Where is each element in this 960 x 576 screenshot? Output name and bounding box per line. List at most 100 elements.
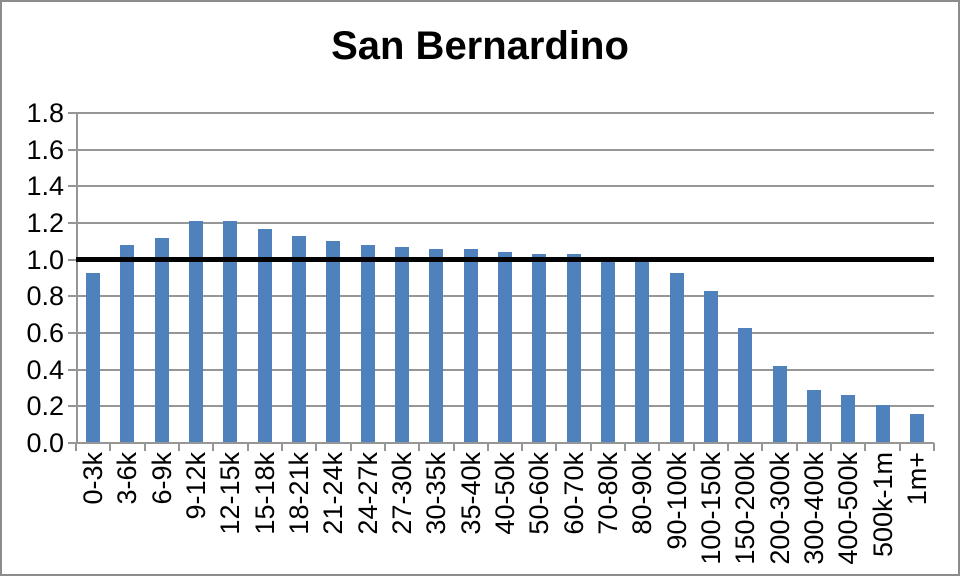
- bar-90-100k: [669, 272, 684, 443]
- x-axis-tick-label: 21-24k: [318, 452, 349, 535]
- gridline: [76, 185, 934, 188]
- bar-40-50k: [498, 252, 512, 443]
- x-axis-tick-label: 90-100k: [661, 452, 692, 550]
- bar-500k-1m: [875, 404, 890, 443]
- reference-line: [76, 257, 934, 263]
- x-axis-tick: [212, 443, 215, 451]
- x-axis-tick-label: 1m+: [901, 452, 932, 506]
- y-axis-tick: [68, 112, 76, 114]
- x-axis-tick-label: 6-9k: [146, 452, 177, 505]
- x-axis-tick-label: 70-80k: [592, 452, 623, 535]
- x-axis-tick: [898, 443, 901, 451]
- y-axis-tick-label: 1.2: [26, 208, 64, 238]
- y-axis-tick: [68, 442, 76, 444]
- y-axis-tick-label: 0.6: [26, 318, 64, 348]
- y-axis-tick-label: 0.8: [26, 281, 64, 312]
- x-axis-tick: [692, 443, 695, 451]
- bar-12-15k: [223, 221, 238, 443]
- y-axis-tick: [68, 332, 76, 334]
- x-axis-tick-label: 40-50k: [490, 452, 520, 535]
- x-axis-tick: [452, 443, 455, 451]
- gridline: [76, 222, 934, 224]
- bar-1m+: [909, 413, 924, 443]
- y-axis-line: [76, 113, 78, 443]
- x-axis-tick: [75, 443, 77, 451]
- y-axis-tick-label: 1.8: [26, 98, 64, 128]
- x-axis-tick: [246, 443, 249, 451]
- y-axis-tick: [68, 148, 76, 151]
- bar-6-9k: [154, 237, 169, 443]
- bar-50-60k: [532, 254, 547, 443]
- bar-24-27k: [360, 245, 375, 443]
- bar-3-6k: [120, 245, 135, 443]
- bar-400-500k: [841, 395, 856, 443]
- x-axis-tick: [864, 443, 867, 451]
- x-axis-tick: [761, 443, 764, 451]
- y-axis-tick: [68, 185, 76, 188]
- bar-35-40k: [463, 248, 478, 443]
- chart-title: San Bernardino: [331, 24, 629, 68]
- bar-9-12k: [189, 221, 204, 443]
- x-axis-tick: [486, 443, 489, 451]
- y-axis-tick-label: 1.4: [26, 171, 64, 202]
- x-axis-tick: [383, 443, 386, 451]
- bar-18-21k: [292, 235, 307, 443]
- x-axis-tick-label: 500k-1m: [867, 452, 898, 558]
- x-axis-tick: [933, 443, 935, 451]
- x-axis-tick: [727, 443, 730, 451]
- y-axis-tick-label: 0.4: [26, 354, 64, 385]
- bar-27-30k: [395, 246, 410, 443]
- y-axis-tick: [68, 405, 76, 408]
- x-axis-tick-label: 0-3k: [78, 452, 109, 505]
- bar-300-400k: [806, 389, 821, 443]
- bar-60-70k: [566, 254, 581, 443]
- y-axis-tick-label: 1.0: [26, 244, 64, 275]
- x-axis-tick: [521, 443, 524, 451]
- x-axis-tick: [830, 443, 833, 451]
- gridline: [76, 148, 934, 151]
- bar-21-24k: [326, 241, 341, 443]
- x-axis-tick-label: 60-70k: [558, 452, 589, 535]
- x-axis-tick-label: 15-18k: [249, 452, 280, 535]
- bar-100-150k: [703, 290, 718, 443]
- x-axis-tick: [795, 443, 798, 451]
- x-axis-tick-label: 27-30k: [387, 452, 418, 535]
- x-axis-tick-label: 200-300k: [764, 452, 795, 565]
- y-axis-tick: [68, 295, 76, 298]
- x-axis-tick-label: 18-21k: [284, 452, 315, 535]
- x-axis-tick-label: 12-15k: [215, 452, 246, 535]
- gridline: [76, 112, 934, 114]
- x-axis-tick: [349, 443, 352, 451]
- x-axis-tick: [658, 443, 661, 451]
- y-axis-tick: [68, 258, 76, 261]
- x-axis-tick-label: 100-150k: [695, 452, 726, 565]
- bar-200-300k: [772, 366, 787, 443]
- x-axis-tick: [624, 443, 627, 451]
- x-axis-tick: [418, 443, 421, 451]
- bar-150-200k: [738, 327, 753, 443]
- x-axis-tick-label: 3-6k: [112, 452, 143, 505]
- x-axis-tick-label: 30-35k: [421, 452, 452, 535]
- x-axis-tick: [555, 443, 558, 451]
- x-axis-tick: [589, 443, 592, 451]
- bar-15-18k: [257, 228, 272, 443]
- y-axis-tick-label: 0.2: [26, 391, 64, 422]
- bar-80-90k: [635, 259, 650, 443]
- x-axis-tick-label: 9-12k: [181, 452, 212, 520]
- x-axis-line: [76, 442, 934, 444]
- bar-70-80k: [600, 257, 615, 443]
- y-axis-tick-label: 1.6: [26, 134, 64, 165]
- bar-30-35k: [429, 248, 444, 443]
- y-axis-tick: [68, 222, 76, 224]
- bar-0-3k: [86, 272, 101, 443]
- x-axis-tick-label: 24-27k: [352, 452, 383, 535]
- x-axis-tick-label: 400-500k: [833, 452, 864, 565]
- y-axis-tick-label: 0.0: [26, 428, 64, 458]
- x-axis-tick-label: 35-40k: [455, 452, 486, 535]
- x-axis-tick: [109, 443, 112, 451]
- x-axis-tick-label: 80-90k: [627, 452, 658, 535]
- x-axis-tick-label: 50-60k: [524, 452, 555, 535]
- x-axis-tick-label: 300-400k: [798, 452, 829, 565]
- x-axis-tick: [280, 443, 283, 451]
